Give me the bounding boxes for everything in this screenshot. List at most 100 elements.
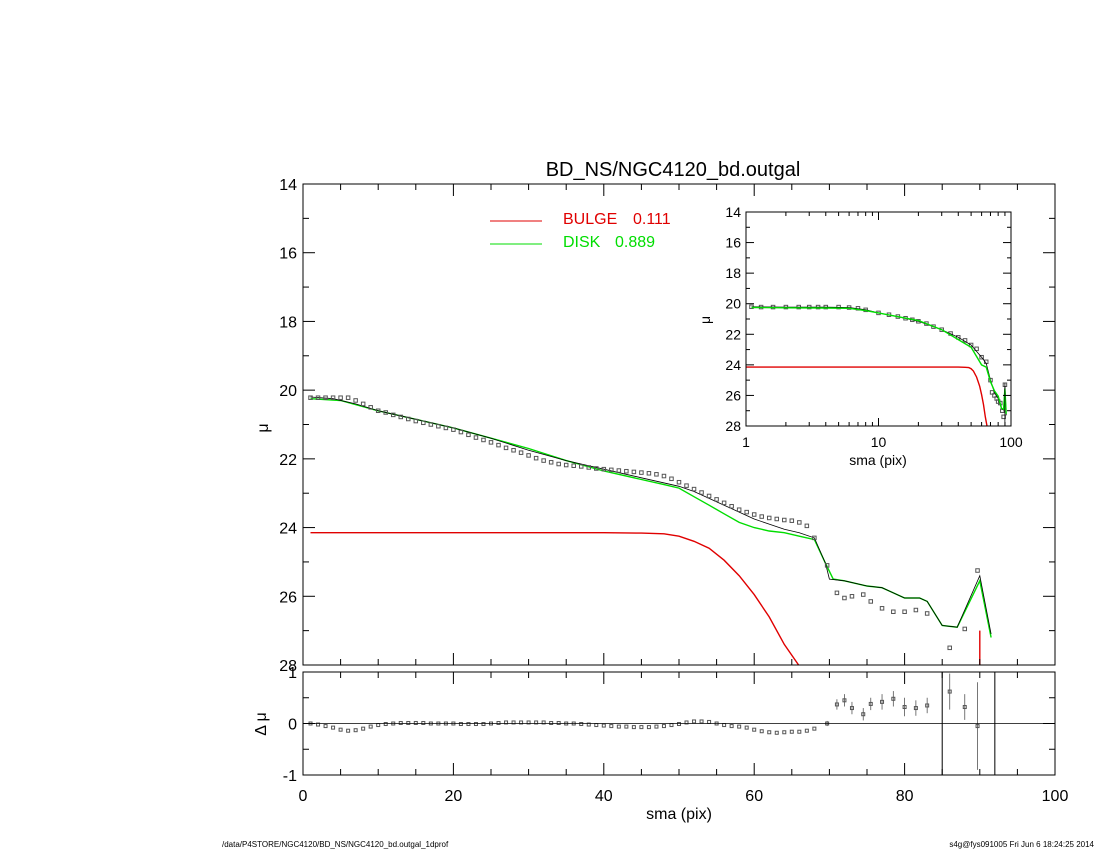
residual-point [556,720,561,725]
main-point [842,595,847,601]
residual-x-tick-label: 20 [445,788,463,805]
inset-log-panel: 14 16 18 20 22 24 26 281 10 100 μ sma (pix) [697,204,1023,468]
main-point [338,395,343,400]
residual-point [722,723,727,728]
main-point [962,626,968,632]
residual-point [962,705,967,710]
main-point [586,465,592,470]
inset-point [989,390,995,395]
main-point [466,432,471,438]
residual-point [624,724,629,729]
chart-title: BD_NS/NGC4120_bd.outgal [546,159,801,181]
main-point [714,497,719,502]
main-point [744,509,749,515]
main-point [353,398,358,403]
residual-point [338,727,343,732]
main-point [766,515,772,521]
residual-point [549,720,554,725]
main-y-tick-label: 20 [279,383,297,400]
main-point [511,448,516,453]
main-point [390,412,396,418]
main-profile-panel: BD_NS/NGC4120_bd.outgal 14 16 18 20 22 24 26 28… [255,159,1056,675]
main-point [891,609,896,614]
main-point [654,472,659,477]
main-point [691,486,697,492]
footer-timestamp: s4g@fys091005 Fri Jun 6 18:24:25 2014 [949,840,1094,849]
main-point [436,423,441,429]
main-point [868,599,874,604]
main-y-tick-label: 18 [279,314,297,331]
residual-point [541,720,546,725]
residual-point [913,706,918,711]
residual-point [631,725,636,730]
residual-plot-area [303,672,1055,775]
residual-x-tick-label: 60 [745,788,763,805]
inset-y-tick-label: 14 [725,204,741,220]
main-point [398,414,404,420]
main-point [541,458,546,463]
residual-point [361,726,366,731]
residual-point [586,722,591,727]
main-point [684,483,689,488]
residual-point [646,725,651,730]
residual-point [861,712,866,717]
inset-x-tick-label: 1 [742,434,750,450]
main-point [834,590,840,596]
residual-point [579,722,584,727]
main-point [406,416,411,422]
main-point [879,606,885,611]
main-point [323,395,328,400]
main-point [315,395,321,400]
inset-plot-area [746,304,1008,426]
legend-bulge-value: 0.111 [633,211,671,228]
main-point [774,516,780,522]
inset-ticks: 14 16 18 20 22 24 26 281 10 100 [725,204,1022,450]
residual-point [677,722,681,727]
residual-point [473,722,478,727]
main-point [481,437,486,443]
inset-y-tick-label: 20 [725,296,741,312]
main-point [360,401,366,407]
residual-x-tick-label: 100 [1042,788,1069,805]
inset-y-tick-label: 28 [725,418,741,434]
residual-point [346,728,351,733]
main-point [913,607,919,613]
residual-point [353,728,358,733]
main-point [428,422,434,427]
residual-point [323,724,328,729]
main-y-axis-label: μ [255,423,272,432]
main-point [782,517,787,523]
residual-point [421,720,426,725]
main-point [902,609,907,614]
residual-x-tick-label: 40 [595,788,613,805]
main-point [699,490,704,495]
main-point [751,512,757,517]
main-point [631,469,637,475]
residual-point [654,724,659,729]
residual-point [880,699,885,704]
residual-point [737,724,742,729]
residual-point [481,722,486,727]
residual-point [639,725,644,730]
residual-point [767,730,772,735]
main-point [849,594,855,599]
main-y-tick-label: 28 [279,658,297,675]
residual-point [752,727,757,732]
residual-y-axis-label: Δ μ [253,712,270,735]
residual-point [609,724,614,729]
footer-file-path: /data/P4STORE/NGC4120/BD_NS/NGC4120_bd.o… [222,840,449,849]
residual-point [759,729,764,734]
residual-point [729,724,734,729]
main-point [556,461,561,467]
residual-x-tick-label: 80 [896,788,914,805]
residual-y-tick-label: 0 [288,717,297,734]
main-point [594,466,599,471]
residual-point [504,720,509,725]
residual-point [511,720,516,725]
main-y-ticks: 14 16 18 20 22 24 26 28 [279,177,1056,675]
residual-y-tick-label: -1 [283,768,297,785]
legend-disk-value: 0.889 [615,234,655,251]
main-point [759,514,764,519]
main-line-1 [310,398,992,638]
